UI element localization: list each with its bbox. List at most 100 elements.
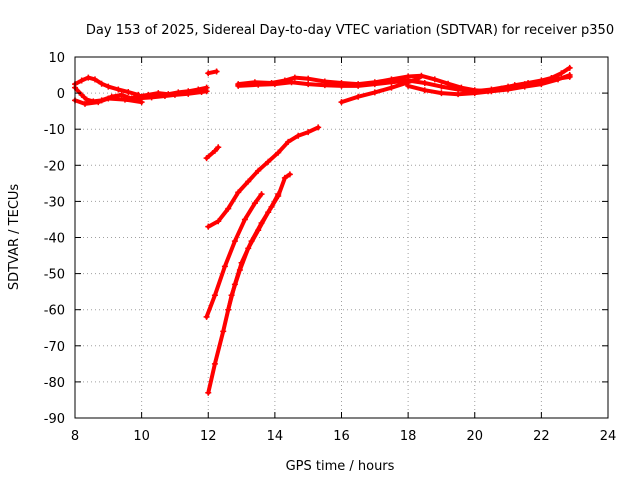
series-line	[204, 145, 221, 161]
x-tick-label: 12	[200, 429, 217, 444]
data-point	[138, 99, 145, 106]
y-axis-label: SDTVAR / TECUs	[7, 184, 22, 291]
x-tick-label: 22	[533, 429, 550, 444]
data-point	[415, 75, 422, 82]
data-point	[305, 75, 312, 82]
data-point	[405, 82, 412, 89]
x-tick-label: 18	[400, 429, 417, 444]
data-point	[125, 89, 132, 96]
data-point	[220, 328, 227, 335]
y-tick-label: -50	[44, 268, 65, 283]
data-point	[238, 259, 245, 266]
series-line	[204, 192, 264, 319]
x-tick-labels: 8 10 12 14 16 18 20 22 24	[71, 429, 616, 444]
y-tick-label: -10	[44, 123, 65, 138]
data-point	[203, 155, 210, 162]
data-point	[521, 83, 528, 90]
data-point	[258, 191, 265, 198]
grid-lines	[75, 57, 608, 418]
data-point	[488, 88, 495, 95]
data-point	[231, 238, 238, 245]
data-point	[225, 205, 232, 212]
data-point	[241, 216, 248, 223]
data-point	[211, 147, 218, 154]
data-point	[558, 70, 565, 77]
data-point	[211, 360, 218, 367]
data-point	[305, 129, 312, 136]
data-point	[225, 306, 232, 313]
series-line	[206, 125, 321, 229]
data-point	[338, 82, 345, 89]
y-tick-label: 10	[48, 51, 65, 66]
data-point	[235, 82, 242, 89]
data-point	[85, 74, 92, 81]
y-tick-label: -40	[44, 232, 65, 247]
data-point	[288, 79, 295, 86]
y-tick-label: -80	[44, 376, 65, 391]
data-point	[285, 138, 292, 145]
data-point	[566, 72, 573, 79]
y-tick-label: -30	[44, 195, 65, 210]
data-point	[421, 87, 428, 94]
data-point	[321, 82, 328, 89]
data-point	[355, 82, 362, 89]
data-point	[295, 132, 302, 139]
data-point	[213, 68, 220, 75]
data-point	[215, 218, 222, 225]
data-point	[371, 89, 378, 96]
data-point	[98, 80, 105, 87]
x-tick-label: 14	[267, 429, 284, 444]
data-point	[205, 389, 212, 396]
data-point	[105, 83, 112, 90]
data-point	[265, 158, 272, 165]
data-point	[271, 81, 278, 88]
data-point	[268, 203, 275, 210]
series-drop-trace-2	[203, 191, 265, 320]
data-point	[131, 95, 138, 102]
data-point	[115, 86, 122, 93]
y-tick-label: -60	[44, 304, 65, 319]
series-short-segment-1	[205, 68, 220, 77]
data-point	[538, 81, 545, 88]
y-tick-label: -20	[44, 159, 65, 174]
x-tick-label: 10	[133, 429, 150, 444]
y-tick-label: -90	[44, 412, 65, 427]
data-point	[161, 92, 168, 99]
data-point	[455, 91, 462, 98]
chart-title: Day 153 of 2025, Sidereal Day-to-day VTE…	[86, 23, 614, 38]
data-point	[355, 93, 362, 100]
x-tick-label: 20	[466, 429, 483, 444]
data-point	[203, 88, 210, 95]
y-tick-label: 0	[57, 87, 65, 102]
x-tick-label: 16	[333, 429, 350, 444]
data-point	[171, 91, 178, 98]
data-point	[205, 223, 212, 230]
data-point	[203, 313, 210, 320]
series-drop-trace-1	[205, 124, 322, 230]
data-point	[445, 80, 452, 87]
series-morning-band-lower	[131, 88, 210, 102]
data-point	[235, 189, 242, 196]
data-point	[121, 96, 128, 103]
y-tick-labels: 10 0 -10 -20 -30 -40 -50 -60 -70 -80 -90	[44, 51, 65, 427]
data-point	[95, 99, 102, 106]
data-point	[221, 263, 228, 270]
data-point	[215, 144, 222, 151]
data-point	[258, 220, 265, 227]
data-point	[421, 79, 428, 86]
data-point	[211, 292, 218, 299]
data-point	[305, 81, 312, 88]
series-early-loop-bottom	[72, 95, 145, 107]
data-point	[105, 95, 112, 102]
data-point	[315, 124, 322, 131]
x-axis-label: GPS time / hours	[286, 459, 395, 474]
data-point	[371, 81, 378, 88]
series-rising-segment	[338, 75, 422, 106]
y-tick-label: -70	[44, 340, 65, 355]
data-point	[248, 238, 255, 245]
data-point	[338, 99, 345, 106]
axis-ticks	[74, 56, 609, 419]
data-point	[418, 72, 425, 79]
data-point	[286, 171, 293, 178]
